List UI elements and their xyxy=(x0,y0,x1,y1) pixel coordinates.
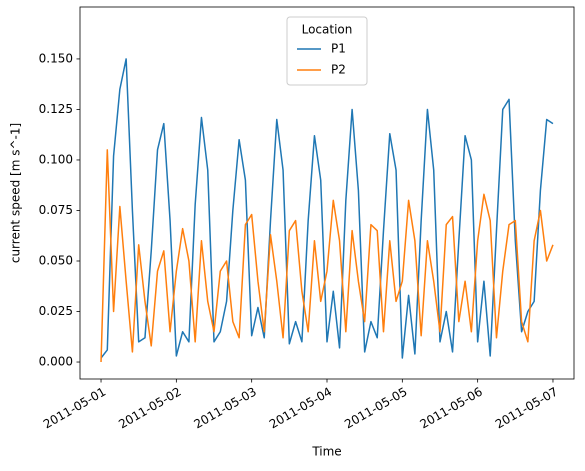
x-tick-label: 2011-05-04 xyxy=(267,385,334,432)
legend: Location P1 P2 xyxy=(286,16,368,86)
y-tick-label: 0.050 xyxy=(39,253,73,267)
x-axis-label: Time xyxy=(311,445,341,459)
series-line xyxy=(100,149,554,363)
x-tick-label: 2011-05-02 xyxy=(116,385,183,432)
y-tick-label: 0.025 xyxy=(39,304,73,318)
y-axis-label: current speed [m s^-1] xyxy=(9,123,23,263)
x-tick-label: 2011-05-07 xyxy=(493,385,560,432)
legend-box xyxy=(286,16,368,86)
x-tick-label: 2011-05-01 xyxy=(41,385,108,432)
x-tick-label: 2011-05-06 xyxy=(417,385,484,432)
y-tick-label: 0.075 xyxy=(39,203,73,217)
legend-label: P2 xyxy=(331,63,346,77)
series-line xyxy=(100,58,554,359)
axes-frame xyxy=(79,6,575,380)
y-tick-label: 0.125 xyxy=(39,102,73,116)
y-tick-label: 0.000 xyxy=(39,355,73,369)
y-tick-label: 0.100 xyxy=(39,152,73,166)
legend-title: Location xyxy=(302,23,353,37)
x-tick-label: 2011-05-05 xyxy=(342,385,409,432)
legend-label: P1 xyxy=(331,42,346,56)
x-tick-label: 2011-05-03 xyxy=(192,385,259,432)
y-tick-label: 0.150 xyxy=(39,51,73,65)
